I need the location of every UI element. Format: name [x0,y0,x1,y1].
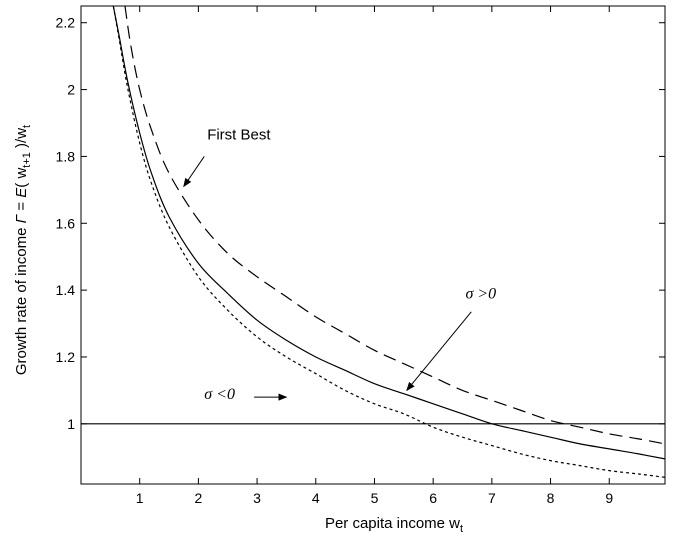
x-tick-label: 1 [136,490,144,506]
y-tick-label: 1.2 [56,349,76,365]
x-axis-label-subscript: t [460,523,463,535]
annotation-label: σ >0 [465,285,496,302]
x-tick-label: 5 [371,490,379,506]
x-axis-label: Per capita income wt [325,515,463,535]
y-axis-label-gamma: Γ [13,213,30,223]
series-layer [81,6,665,478]
annotation-label: σ <0 [204,386,235,403]
y-tick-label: 1.6 [56,215,76,231]
x-tick-label: 7 [488,490,496,506]
x-tick-label: 2 [194,490,202,506]
series-line-first-best [124,6,665,445]
y-axis-label-prefix: Growth rate of income [13,223,30,375]
series-line-dotted [112,6,665,478]
series-line-solid [112,6,665,460]
x-axis-label-main: Per capita income w [325,515,460,532]
y-axis-label-expectation: E [13,187,30,198]
y-axis-label-open: ( w [13,168,30,188]
ticks-layer: 1 2 3 4 5 6 7 8 9 1 1.2 1.4 1.6 1.8 2 2.2 [56,6,665,506]
y-tick-label: 2.2 [56,15,76,31]
x-tick-label: 3 [253,490,261,506]
x-tick-label: 6 [429,490,437,506]
y-tick-label: 1 [67,416,75,432]
y-axis-label: Growth rate of income Γ = E( wt+1 )/wt [13,125,33,375]
annotation-arrow [183,156,205,188]
annotation-label: First Best [207,127,271,144]
annotation-arrow [406,311,472,392]
plot-area [80,5,666,485]
y-axis-label-close: )/w [13,128,30,152]
x-tick-label: 9 [605,490,613,506]
x-tick-label: 4 [312,490,320,506]
y-tick-label: 1.4 [56,282,76,298]
y-tick-label: 2 [67,82,75,98]
y-axis-label-sub-t: t [21,125,33,128]
x-tick-label: 8 [547,490,555,506]
y-tick-label: 1.8 [56,148,76,164]
annotations-layer: First Best σ >0 σ <0 [183,127,496,403]
y-axis-label-eq: = [13,198,30,215]
y-axis-label-sub-t1: t+1 [21,152,33,168]
